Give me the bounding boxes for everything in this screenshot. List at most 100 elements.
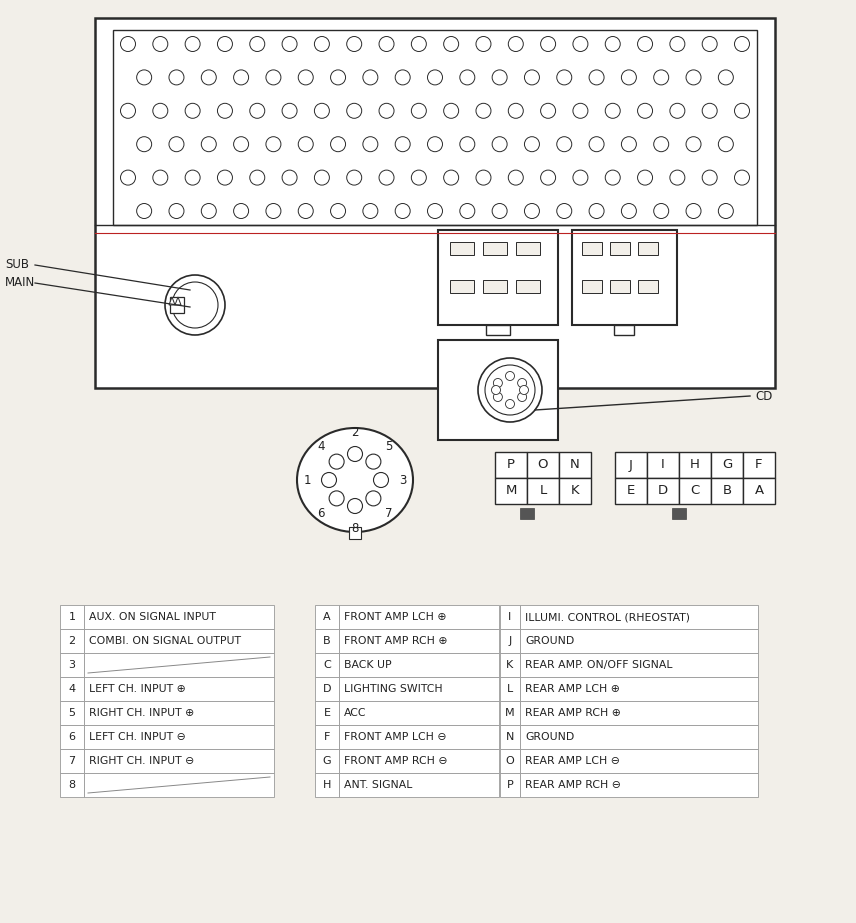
Circle shape <box>165 275 225 335</box>
Circle shape <box>638 103 652 118</box>
Circle shape <box>217 37 233 52</box>
Bar <box>610 280 630 293</box>
Circle shape <box>605 170 621 186</box>
Circle shape <box>412 37 426 52</box>
Text: E: E <box>627 485 635 497</box>
Ellipse shape <box>297 428 413 532</box>
Circle shape <box>379 37 394 52</box>
Text: REAR AMP LCH ⊖: REAR AMP LCH ⊖ <box>525 756 620 766</box>
Circle shape <box>621 203 636 219</box>
Text: 2: 2 <box>351 426 359 438</box>
Circle shape <box>330 203 346 219</box>
Circle shape <box>573 37 588 52</box>
Bar <box>315 725 339 749</box>
Circle shape <box>654 137 669 151</box>
Circle shape <box>121 103 135 118</box>
Circle shape <box>605 103 621 118</box>
Circle shape <box>556 203 572 219</box>
Text: 7: 7 <box>385 508 393 521</box>
Circle shape <box>520 386 528 394</box>
Circle shape <box>250 37 265 52</box>
Bar <box>315 677 339 701</box>
Circle shape <box>379 170 394 186</box>
Circle shape <box>589 70 604 85</box>
Bar <box>647 452 679 478</box>
Circle shape <box>573 170 588 186</box>
Circle shape <box>605 37 621 52</box>
Bar <box>483 280 507 293</box>
Bar <box>315 749 339 773</box>
Circle shape <box>314 170 330 186</box>
Circle shape <box>121 170 135 186</box>
Bar <box>60 701 84 725</box>
Circle shape <box>395 137 410 151</box>
Circle shape <box>541 170 556 186</box>
Text: 5: 5 <box>385 439 393 452</box>
Circle shape <box>282 103 297 118</box>
Text: F: F <box>324 732 330 742</box>
Circle shape <box>185 170 200 186</box>
Bar <box>500 725 520 749</box>
Bar <box>516 242 540 255</box>
Circle shape <box>734 103 750 118</box>
Circle shape <box>366 491 381 506</box>
Circle shape <box>153 37 168 52</box>
Bar <box>315 653 339 677</box>
Text: E: E <box>324 708 330 718</box>
Circle shape <box>508 103 523 118</box>
Bar <box>500 773 520 797</box>
Bar <box>520 725 758 749</box>
Text: CD: CD <box>755 390 772 402</box>
Text: 8: 8 <box>68 780 75 790</box>
Text: O: O <box>506 756 514 766</box>
Circle shape <box>518 378 526 388</box>
Text: 1: 1 <box>303 473 311 486</box>
Circle shape <box>686 203 701 219</box>
Bar <box>559 478 591 504</box>
Bar <box>610 242 630 255</box>
Circle shape <box>476 37 491 52</box>
Circle shape <box>702 37 717 52</box>
Polygon shape <box>169 297 175 305</box>
Bar <box>483 242 507 255</box>
Bar <box>495 478 527 504</box>
Bar <box>572 230 677 325</box>
Bar <box>559 452 591 478</box>
Bar <box>486 325 510 335</box>
Circle shape <box>492 137 507 151</box>
Text: A: A <box>324 612 330 622</box>
Circle shape <box>363 203 377 219</box>
Text: I: I <box>508 612 512 622</box>
Circle shape <box>686 70 701 85</box>
Circle shape <box>234 203 248 219</box>
Bar <box>438 230 558 325</box>
Text: L: L <box>507 684 513 694</box>
Text: LEFT CH. INPUT ⊖: LEFT CH. INPUT ⊖ <box>89 732 186 742</box>
Text: C: C <box>323 660 331 670</box>
Circle shape <box>282 37 297 52</box>
Bar <box>527 478 559 504</box>
Text: B: B <box>324 636 330 646</box>
Text: LIGHTING SWITCH: LIGHTING SWITCH <box>344 684 443 694</box>
Bar <box>500 605 520 629</box>
Text: J: J <box>508 636 512 646</box>
Circle shape <box>282 170 297 186</box>
Text: G: G <box>722 459 732 472</box>
Bar <box>500 629 520 653</box>
Text: B: B <box>722 485 732 497</box>
Circle shape <box>734 170 750 186</box>
Bar <box>582 242 602 255</box>
Bar <box>520 629 758 653</box>
Circle shape <box>169 203 184 219</box>
Text: L: L <box>539 485 547 497</box>
Circle shape <box>589 137 604 151</box>
Circle shape <box>395 203 410 219</box>
Text: FRONT AMP RCH ⊕: FRONT AMP RCH ⊕ <box>344 636 448 646</box>
Circle shape <box>266 203 281 219</box>
Bar <box>84 725 274 749</box>
Bar <box>614 325 634 335</box>
Bar <box>339 773 499 797</box>
Bar <box>170 297 184 313</box>
Text: LEFT CH. INPUT ⊕: LEFT CH. INPUT ⊕ <box>89 684 186 694</box>
Text: 6: 6 <box>68 732 75 742</box>
